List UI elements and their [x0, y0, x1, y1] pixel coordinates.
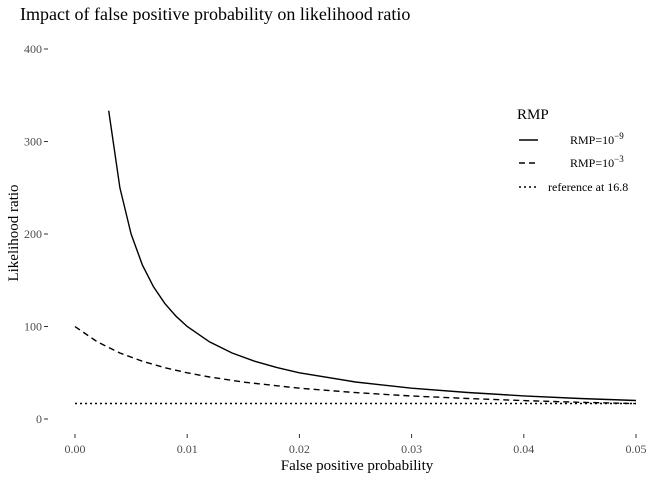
- x-axis-title: False positive probability: [281, 458, 434, 474]
- legend-title: RMP: [517, 107, 549, 123]
- x-tick-label: 0.01: [177, 442, 198, 456]
- plot-area: [74, 110, 637, 405]
- x-tick-label: 0.05: [626, 442, 647, 456]
- y-tick-label: 100: [24, 320, 42, 334]
- legend: RMP RMP=10−9 RMP=10−3 reference at 16.8: [517, 107, 628, 194]
- x-tick-label: 0.03: [401, 442, 422, 456]
- x-tick-label: 0.00: [65, 442, 86, 456]
- series-line-dashed: [74, 326, 637, 405]
- axes: 0 100 200 300 400 0.00 0.01 0.02 0.03 0.04 0.05: [24, 42, 647, 456]
- y-axis-title: Likelihood ratio: [6, 184, 22, 281]
- chart-title: Impact of false positive probability on …: [20, 4, 410, 24]
- legend-label: RMP=10−3: [570, 154, 624, 170]
- y-tick-label: 300: [24, 135, 42, 149]
- legend-label: reference at 16.8: [548, 180, 628, 194]
- x-tick-label: 0.02: [289, 442, 310, 456]
- y-tick-label: 400: [24, 42, 42, 56]
- series-line-solid: [108, 110, 637, 402]
- y-tick-label: 0: [36, 412, 42, 426]
- x-tick-label: 0.04: [513, 442, 534, 456]
- y-tick-label: 200: [24, 227, 42, 241]
- legend-label: RMP=10−9: [570, 131, 624, 147]
